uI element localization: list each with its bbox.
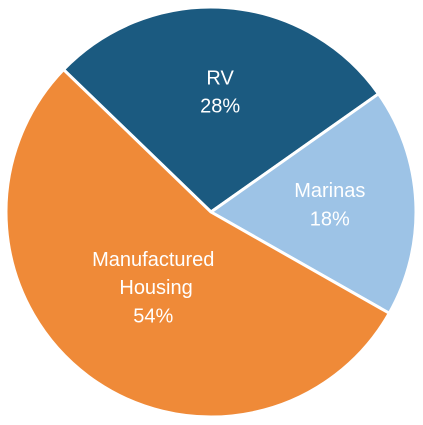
pie-slice <box>61 5 381 214</box>
pie-slice <box>208 91 418 316</box>
value-label: 18% <box>310 208 350 230</box>
value-label: 28% <box>200 96 240 118</box>
slice-label: Marinas <box>294 180 365 202</box>
slice-label: Manufactured Housing <box>92 249 214 299</box>
value-label: 54% <box>133 305 173 327</box>
pie-slice <box>4 67 392 419</box>
slice-label: RV <box>206 68 234 90</box>
